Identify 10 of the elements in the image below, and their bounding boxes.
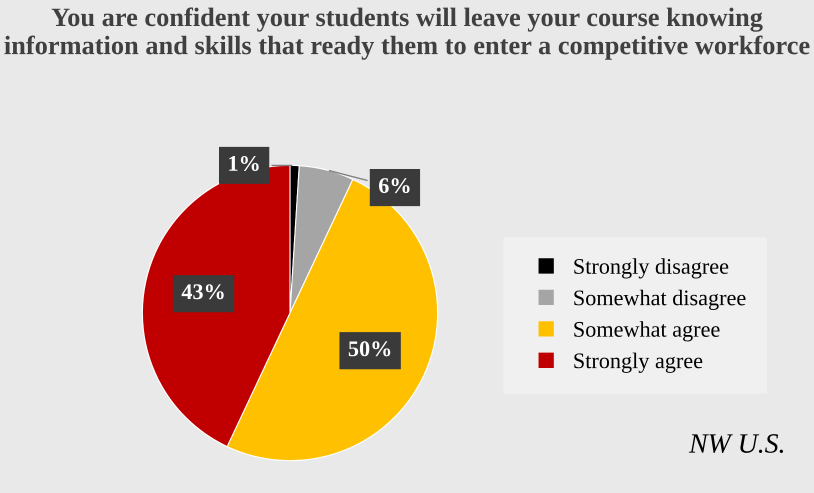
data-label: 1% — [229, 156, 259, 172]
data-label: 6% — [379, 178, 410, 194]
legend-label: Somewhat agree — [574, 321, 720, 342]
data-label: 43% — [182, 284, 224, 300]
data-label: 50% — [348, 341, 390, 356]
legend-label: Strongly disagree — [574, 258, 728, 279]
text: NW U.S. — [688, 434, 783, 453]
legend-label: Strongly agree — [574, 352, 702, 373]
chart-title: You are confident your students will leave your course knowing information and skills that ready them to enter a competitive workforce — [4, 7, 810, 60]
legend-label: Somewhat disagree — [574, 290, 746, 310]
